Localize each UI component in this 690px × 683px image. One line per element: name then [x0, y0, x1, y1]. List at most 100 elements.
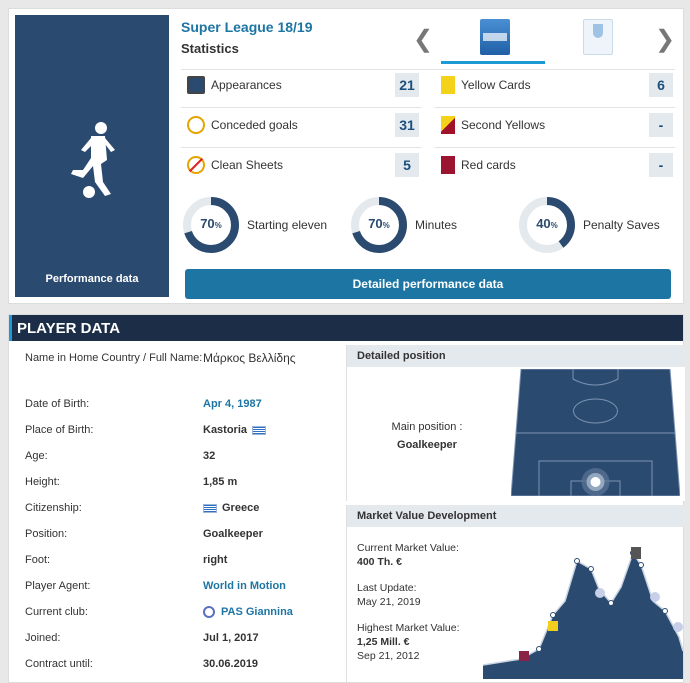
info-row-joined: Joined: Jul 1, 2017	[25, 629, 335, 655]
club-badge-icon	[595, 588, 605, 598]
divider	[435, 147, 675, 148]
main-position-value: Goalkeeper	[397, 439, 457, 451]
selected-competition-indicator	[441, 61, 545, 64]
info-key: Contract until:	[25, 658, 93, 670]
donut-label: Minutes	[415, 218, 458, 232]
stat-second-yellows: Second Yellows -	[435, 110, 675, 140]
last-update-label: Last Update:	[357, 582, 417, 594]
appearances-icon	[187, 76, 205, 94]
current-market-value: Current Market Value: 400 Th. €	[357, 541, 459, 569]
pitch-diagram	[511, 369, 680, 496]
donut-penalty-saves: 40% Penalty Saves	[517, 195, 660, 255]
donut-percent: 40%	[536, 216, 558, 231]
stat-label: Red cards	[461, 158, 516, 172]
next-arrow-icon[interactable]: ❯	[655, 26, 676, 53]
info-row-name: Name in Home Country / Full Name: Μάρκος…	[25, 349, 335, 395]
second-yellow-icon	[441, 116, 455, 134]
info-row-dob: Date of Birth: Apr 4, 1987	[25, 395, 335, 421]
stat-value[interactable]: 5	[395, 153, 419, 177]
club-badge-icon	[673, 622, 683, 632]
current-value: 400 Th. €	[357, 556, 402, 568]
info-value: 30.06.2019	[203, 658, 259, 670]
club-badge-icon	[631, 547, 641, 559]
info-row-age: Age: 32	[25, 447, 335, 473]
greek-cup-logo[interactable]	[583, 19, 613, 55]
greece-flag-icon	[203, 503, 217, 513]
highest-market-value: Highest Market Value: 1,25 Mill. € Sep 2…	[357, 621, 460, 663]
club-badge-icon	[519, 651, 529, 661]
prev-arrow-icon[interactable]: ❮	[413, 26, 434, 53]
stat-value[interactable]: 6	[649, 73, 673, 97]
info-key: Age:	[25, 450, 48, 462]
last-update: Last Update: May 21, 2019	[357, 581, 421, 609]
stat-conceded-goals: Conceded goals 31	[181, 110, 421, 140]
club-badge-icon	[650, 592, 660, 602]
donut-starting-eleven: 70% Starting eleven	[181, 195, 327, 255]
detailed-performance-button[interactable]: Detailed performance data	[185, 269, 671, 299]
conceded-goals-icon	[187, 116, 205, 134]
stat-label: Second Yellows	[461, 118, 546, 132]
club-badge-icon	[548, 621, 558, 631]
stat-value: -	[649, 113, 673, 137]
stat-label: Conceded goals	[211, 118, 298, 132]
stat-value[interactable]: 31	[395, 113, 419, 137]
donut-ring	[351, 197, 407, 253]
info-row-height: Height: 1,85 m	[25, 473, 335, 499]
donut-ring	[183, 197, 239, 253]
detailed-position-head: Detailed position	[347, 345, 685, 367]
market-value-chart[interactable]	[483, 539, 683, 679]
current-value-label: Current Market Value:	[357, 542, 459, 554]
info-row-contract: Contract until: 30.06.2019	[25, 655, 335, 681]
donut-label: Penalty Saves	[583, 218, 660, 232]
info-key: Date of Birth:	[25, 398, 90, 410]
stat-value[interactable]: 21	[395, 73, 419, 97]
citizenship-text: Greece	[222, 502, 260, 514]
player-info-table: Name in Home Country / Full Name: Μάρκος…	[25, 349, 335, 681]
market-value-head: Market Value Development	[347, 505, 685, 527]
donut-chart: 70%	[181, 195, 241, 255]
stat-label: Clean Sheets	[211, 158, 284, 172]
donut-chart: 70%	[349, 195, 409, 255]
info-value: Greece	[203, 499, 335, 517]
market-value-panel: Market Value Development Current Market …	[346, 505, 685, 683]
club-text: PAS Giannina	[221, 606, 293, 618]
info-row-foot: Foot: right	[25, 551, 335, 577]
stat-red-cards: Red cards -	[435, 150, 675, 180]
super-league-logo[interactable]	[480, 19, 510, 55]
last-update-value: May 21, 2019	[357, 596, 421, 608]
yellow-card-icon	[441, 76, 455, 94]
red-card-icon	[441, 156, 455, 174]
performance-tile[interactable]: Performance data	[15, 15, 169, 297]
stat-clean-sheets: Clean Sheets 5	[181, 150, 421, 180]
detailed-position-panel: Detailed position Main position : Goalke…	[346, 345, 685, 501]
club-link[interactable]: PAS Giannina	[203, 603, 335, 621]
clean-sheets-icon	[187, 156, 205, 174]
club-crest-icon	[203, 606, 215, 618]
info-key: Player Agent:	[25, 580, 91, 592]
info-value: Μάρκος Βελλίδης	[203, 351, 296, 365]
player-data-header: Player data	[9, 315, 683, 341]
stat-yellow-cards: Yellow Cards 6	[435, 70, 675, 100]
info-value: Kastoria	[203, 421, 335, 439]
league-title[interactable]: Super League 18/19	[181, 19, 313, 35]
info-key: Current club:	[25, 606, 88, 618]
main-position-label: Main position :	[391, 421, 463, 433]
info-row-position: Position: Goalkeeper	[25, 525, 335, 551]
stat-label: Yellow Cards	[461, 78, 531, 92]
info-key: Place of Birth:	[25, 424, 94, 436]
info-row-pob: Place of Birth: Kastoria	[25, 421, 335, 447]
stats-card: Performance data Super League 18/19 Stat…	[8, 8, 684, 304]
pob-text: Kastoria	[203, 424, 248, 436]
stat-value: -	[649, 153, 673, 177]
info-key: Foot:	[25, 554, 51, 566]
header-accent	[9, 315, 12, 341]
info-key: Citizenship:	[25, 502, 82, 514]
donut-percent: 70%	[368, 216, 390, 231]
info-row-club: Current club: PAS Giannina	[25, 603, 335, 629]
stat-appearances: Appearances 21	[181, 70, 421, 100]
agent-link[interactable]: World in Motion	[203, 580, 286, 592]
dob-link[interactable]: Apr 4, 1987	[203, 398, 262, 410]
divider	[181, 69, 675, 70]
player-data-card: Player data Name in Home Country / Full …	[8, 314, 685, 683]
divider	[181, 107, 421, 108]
